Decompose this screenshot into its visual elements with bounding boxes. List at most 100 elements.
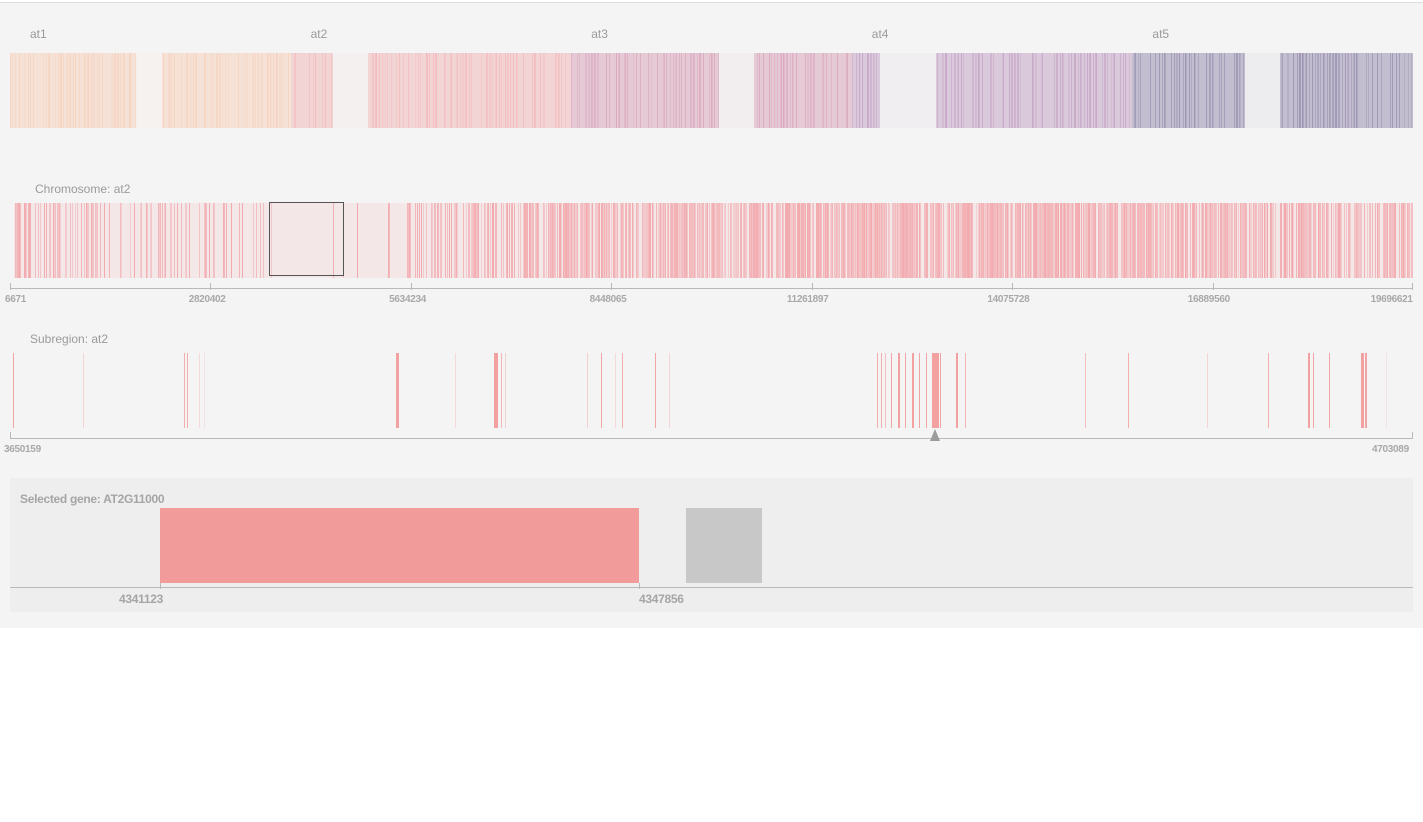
subregion-gene-feature[interactable] <box>1084 353 1086 428</box>
genome-feature-line <box>98 53 100 128</box>
subregion-gene-feature[interactable] <box>965 353 967 428</box>
subregion-gene-feature[interactable] <box>669 353 671 428</box>
subregion-gene-feature[interactable] <box>1307 353 1310 428</box>
subregion-gene-feature[interactable] <box>905 353 907 428</box>
subregion-gene-feature[interactable] <box>395 353 399 428</box>
genome-feature-line <box>1079 53 1081 128</box>
chromosome-feature-line <box>448 203 450 278</box>
subregion-gene-feature[interactable] <box>912 353 915 428</box>
chromosome-feature-line <box>983 203 985 278</box>
chromosome-feature-line <box>72 203 73 278</box>
chromosome-feature-line <box>751 203 753 278</box>
chromosome-feature-line <box>864 203 866 278</box>
chromosome-feature-line <box>758 203 760 278</box>
chromosome-feature-line <box>465 203 467 278</box>
subregion-gene-feature[interactable] <box>1128 353 1130 428</box>
genome-feature-line <box>205 53 206 128</box>
chromosome-label-at1[interactable]: at1 <box>30 27 47 41</box>
chromosome-label-at4[interactable]: at4 <box>871 27 889 41</box>
chromosome-feature-line <box>1234 203 1236 278</box>
chromosome-feature-line <box>1238 203 1240 278</box>
chromosome-label-at5[interactable]: at5 <box>1152 27 1170 41</box>
chromosome-feature-line <box>1344 203 1346 278</box>
genome-overview-track[interactable] <box>10 53 1413 128</box>
chromosome-feature-line <box>1049 203 1051 278</box>
chromosome-feature-line <box>924 203 926 278</box>
subregion-gene-feature[interactable] <box>891 353 893 428</box>
subregion-gene-feature[interactable] <box>931 353 939 428</box>
chromosome-feature-line <box>909 203 911 278</box>
chromosome-feature-line <box>1005 203 1007 278</box>
subregion-feature-track[interactable] <box>10 353 1413 428</box>
subregion-gene-feature[interactable] <box>12 353 15 428</box>
chromosome-feature-line <box>1055 203 1057 278</box>
subregion-gene-feature[interactable] <box>1313 353 1315 428</box>
subregion-gene-feature[interactable] <box>885 353 887 428</box>
subregion-gene-feature[interactable] <box>1386 353 1388 428</box>
chromosome-feature-line <box>850 203 852 278</box>
subregion-gene-feature[interactable] <box>1361 353 1365 428</box>
chromosome-feature-line <box>259 203 261 278</box>
chromosome-density-track[interactable] <box>14 203 1413 278</box>
chromosome-label-at2[interactable]: at2 <box>310 27 328 41</box>
chromosome-feature-line <box>884 203 886 278</box>
subregion-gene-feature[interactable] <box>1328 353 1330 428</box>
subregion-gene-feature[interactable] <box>926 353 928 428</box>
subregion-gene-feature[interactable] <box>501 353 503 428</box>
chromosome-feature-line <box>1272 203 1274 278</box>
chromosome-feature-line <box>58 203 59 278</box>
neighbor-gene-bar[interactable] <box>686 508 762 583</box>
chromosome-feature-line <box>524 203 526 278</box>
chromosome-feature-line <box>1043 203 1045 278</box>
subregion-gene-feature[interactable] <box>955 353 958 428</box>
chromosome-selection-brush[interactable] <box>269 202 344 276</box>
subregion-gene-feature[interactable] <box>881 353 883 428</box>
subregion-gene-feature[interactable] <box>940 353 942 428</box>
chromosome-feature-line <box>1037 203 1039 278</box>
subregion-gene-feature[interactable] <box>655 353 657 428</box>
genome-feature-line <box>812 53 814 128</box>
subregion-gene-feature[interactable] <box>621 353 623 428</box>
subregion-gene-feature[interactable] <box>877 353 879 428</box>
selected-gene-bar[interactable] <box>160 508 639 583</box>
chromosome-feature-line <box>1287 203 1289 278</box>
chromosome-feature-line <box>1315 203 1317 278</box>
chromosome-feature-line <box>897 203 899 278</box>
subregion-gene-feature[interactable] <box>919 353 921 428</box>
genome-feature-line <box>293 53 295 128</box>
chromosome-feature-line <box>892 203 894 278</box>
subregion-gene-feature[interactable] <box>454 353 456 428</box>
chromosome-feature-line <box>454 203 456 278</box>
subregion-gene-feature[interactable] <box>586 353 588 428</box>
subregion-gene-feature[interactable] <box>183 353 185 428</box>
chromosome-feature-line <box>915 203 917 278</box>
chromosome-feature-line <box>1402 203 1404 278</box>
subregion-gene-feature[interactable] <box>1268 353 1270 428</box>
subregion-gene-feature[interactable] <box>82 353 84 428</box>
subregion-gene-feature[interactable] <box>1206 353 1208 428</box>
subregion-gene-feature[interactable] <box>494 353 499 428</box>
subregion-gene-feature[interactable] <box>600 353 602 428</box>
subregion-gene-feature[interactable] <box>199 353 201 428</box>
chromosome-feature-line <box>1078 203 1080 278</box>
genome-feature-line <box>92 53 94 128</box>
chromosome-feature-line <box>1311 203 1313 278</box>
subregion-gene-feature[interactable] <box>505 353 507 428</box>
chromosome-feature-line <box>759 203 761 278</box>
chromosome-feature-line <box>825 203 827 278</box>
chromosome-label-at3[interactable]: at3 <box>591 27 608 41</box>
chromosome-feature-line <box>686 203 688 278</box>
subregion-gene-feature[interactable] <box>203 353 205 428</box>
chromosome-feature-line <box>798 203 800 278</box>
subregion-gene-feature[interactable] <box>186 353 188 428</box>
chromosome-feature-line <box>930 203 932 278</box>
chromosome-feature-line <box>680 203 682 278</box>
subregion-gene-feature[interactable] <box>614 353 616 428</box>
genome-feature-line <box>1316 53 1318 128</box>
chromosome-feature-line <box>1125 203 1127 278</box>
chromosome-feature-line <box>692 203 694 278</box>
chromosome-feature-line <box>1264 203 1266 278</box>
selected-gene-marker-icon[interactable] <box>929 429 940 441</box>
subregion-gene-feature[interactable] <box>898 353 901 428</box>
subregion-gene-feature[interactable] <box>1365 353 1368 428</box>
